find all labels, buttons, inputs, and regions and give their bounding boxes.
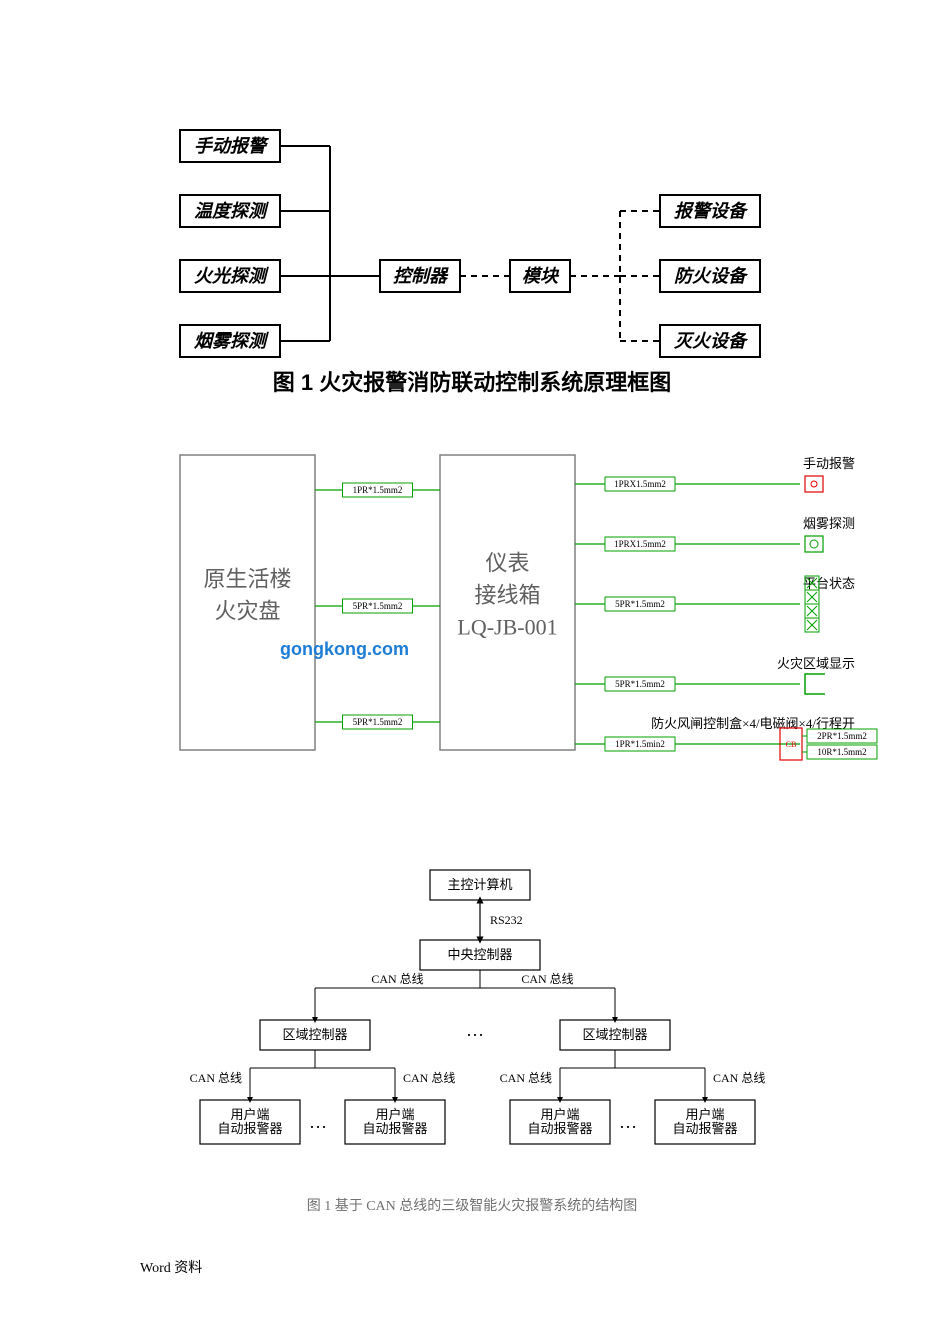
left-box-label-1: 火灾盘 [214,599,280,624]
left-box-label-0: 原生活楼 [203,567,291,592]
right-title-1: 烟雾探测 [803,516,855,531]
can-R-1: CAN 总线 [500,1071,552,1085]
dots-L: … [309,1112,327,1132]
node-label-n8: 防火设备 [674,266,749,286]
sym-manual-dot [811,481,817,487]
d3-label-uL1-1: 自动报警器 [217,1121,282,1136]
footer-text: Word 资料 [140,1257,202,1277]
node-label-n6: 模块 [522,266,560,286]
wire-left-label-2-text: 5PR*1.5mm2 [353,717,403,727]
wire-right-label-1-text: 1PRX1.5mm2 [614,539,666,549]
document-page: 手动报警温度探测火光探测烟雾探测控制器模块报警设备防火设备灭火设备图 1 火灾报… [0,0,945,1337]
dots-R: … [619,1112,637,1132]
cb-wire-label-1-text: 10R*1.5mm2 [817,747,866,757]
d3-label-zcL-0: 区域控制器 [282,1027,347,1042]
can-L-2: CAN 总线 [403,1071,455,1085]
node-label-n3: 火光探测 [194,266,269,286]
dots-center: … [466,1020,484,1040]
wire-right-label-2-text: 5PR*1.5mm2 [615,599,665,609]
sym-smoke-dot [810,540,818,548]
right-title-2: 平台状态 [803,576,855,591]
node-label-n2: 温度探测 [194,201,269,221]
d3-label-center-0: 中央控制器 [447,947,512,962]
can-label-R: CAN 总线 [521,972,573,986]
rs232-label: RS232 [490,913,523,927]
sym-cb-text: CB [786,740,797,749]
d3-label-uL2-0: 用户端 [375,1107,414,1122]
d3-label-uR2-0: 用户端 [685,1107,724,1122]
node-label-n5: 控制器 [393,266,449,286]
d3-label-zcR-0: 区域控制器 [582,1027,647,1042]
right-box-label-2: LQ-JB-001 [457,615,557,640]
right-title-3: 火灾区域显示 [777,656,855,671]
d3-label-root-0: 主控计算机 [447,877,512,892]
node-label-n4: 烟雾探测 [194,331,269,351]
node-label-n7: 报警设备 [674,201,749,221]
d3-label-uR1-0: 用户端 [540,1107,579,1122]
can-L-1: CAN 总线 [190,1071,242,1085]
diagram-1: 手动报警温度探测火光探测烟雾探测 控制器 模块 报警设备防火设备灭火设备图 1 火灾报… [0,0,945,400]
diagram1-title: 图 1 火灾报警消防联动控制系统原理框图 [273,370,671,395]
d3-label-uL1-0: 用户端 [230,1107,269,1122]
diagram-3: 主控计算机中央控制器区域控制器区域控制器用户端自动报警器用户端自动报警器用户端自… [0,830,945,1260]
can-label-L: CAN 总线 [371,972,423,986]
d3-label-uR2-1: 自动报警器 [672,1121,737,1136]
right-box-label-0: 仪表 [485,551,529,576]
node-label-n9: 灭火设备 [673,331,749,351]
d3-label-uL2-1: 自动报警器 [362,1121,427,1136]
sym-smoke [805,536,823,552]
wire-right-label-0-text: 1PRX1.5mm2 [614,479,666,489]
wire-left-label-1-text: 5PR*1.5mm2 [353,601,403,611]
sym-display [805,674,825,694]
diagram3-title: 图 1 基于 CAN 总线的三级智能火灾报警系统的结构图 [307,1197,638,1214]
d3-label-uR1-1: 自动报警器 [527,1121,592,1136]
right-title-0: 手动报警 [803,456,855,471]
cb-wire-label-0-text: 2PR*1.5mm2 [817,731,867,741]
wire-left-label-0-text: 1PR*1.5mm2 [353,485,403,495]
can-R-2: CAN 总线 [713,1071,765,1085]
wire-right-label-3-text: 5PR*1.5mm2 [615,679,665,689]
right-box-label-1: 接线箱 [474,583,540,608]
node-label-n1: 手动报警 [194,136,269,156]
watermark: gongkong.com [280,639,409,659]
sym-manual [805,476,823,492]
wire-right-label-4-text: 1PR*1.5min2 [615,739,665,749]
diagram-2: 原生活楼火灾盘 仪表接线箱 LQ-JB-001 gongkong.com 1PR*1.5… [0,420,945,820]
